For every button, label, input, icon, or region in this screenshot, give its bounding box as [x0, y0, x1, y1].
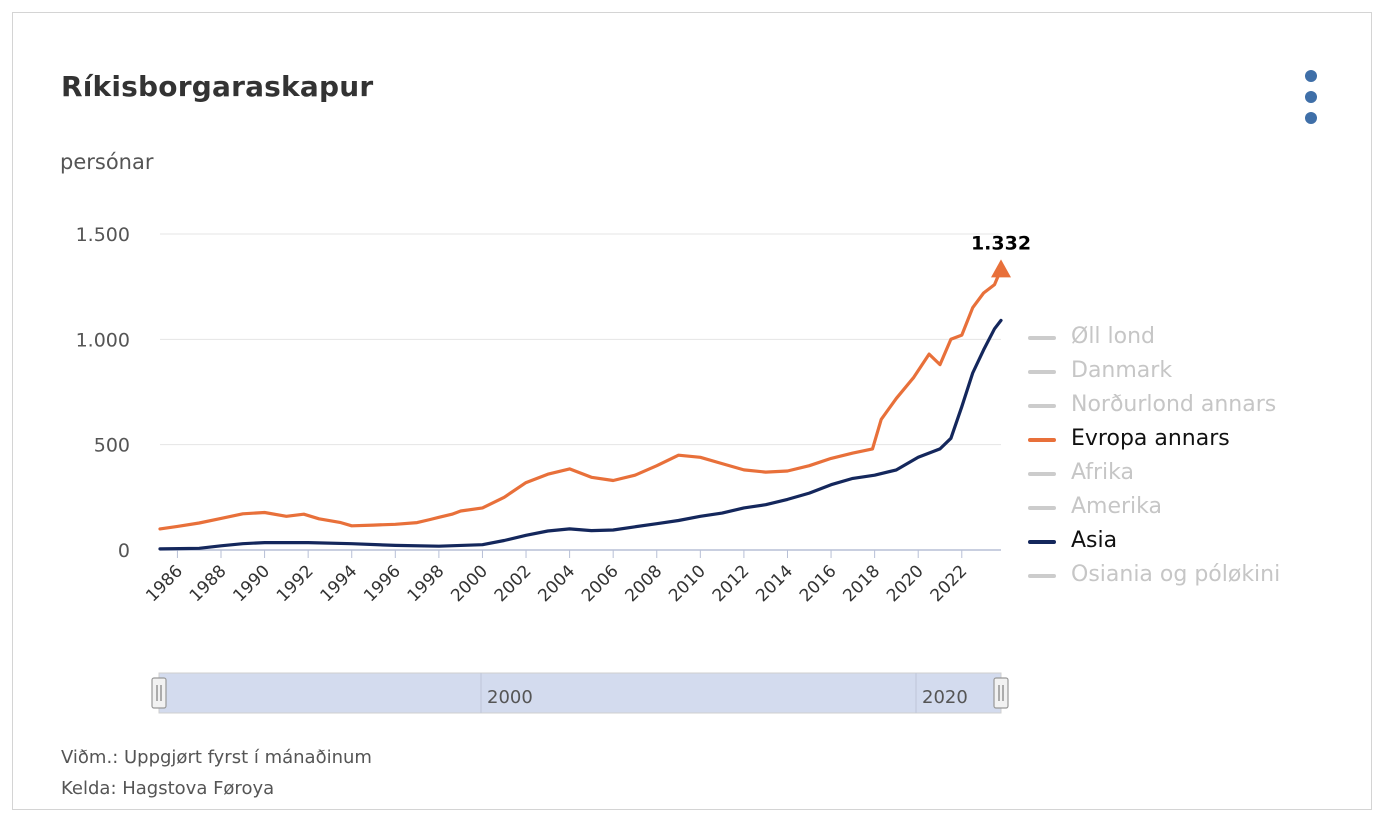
legend-label: Danmark [1071, 358, 1173, 383]
x-tick-label: 2000 [447, 561, 492, 606]
range-navigator[interactable]: 2000 2020 [151, 672, 1009, 714]
grip-handle-icon[interactable] [993, 677, 1009, 709]
legend-label: Norðurlond annars [1071, 392, 1277, 417]
legend-swatch [1028, 438, 1056, 442]
x-tick-label: 2014 [752, 561, 797, 606]
legend-label: Amerika [1071, 494, 1163, 519]
series-line-evropa-annars[interactable] [158, 267, 1003, 531]
x-tick-label: 2018 [839, 561, 884, 606]
footnote-source: Kelda: Hagstova Føroya [61, 778, 275, 799]
legend-label: Evropa annars [1071, 426, 1230, 451]
x-tick-label: 2002 [491, 561, 536, 606]
x-tick-label: 1986 [142, 561, 187, 606]
legend-swatch [1028, 472, 1056, 476]
end-marker: 1.332 [971, 232, 1031, 278]
footnote: Viðm.: Uppgjørt fyrst í mánaðinum Kelda:… [61, 742, 372, 804]
legend-swatch [1028, 404, 1056, 408]
x-tick-label: 1990 [229, 561, 274, 606]
chart-title: Ríkisborgaraskapur [61, 70, 374, 103]
y-tick-label: 1.000 [76, 329, 130, 351]
legend-swatch [1028, 336, 1056, 340]
footnote-note: Viðm.: Uppgjørt fyrst í mánaðinum [61, 747, 372, 768]
x-tick-label: 2016 [796, 561, 841, 606]
y-axis-ticks: 0 500 1.000 1.500 [76, 224, 130, 562]
y-tick-label: 0 [118, 540, 130, 562]
series-line-asia[interactable] [158, 318, 1003, 551]
triangle-up-icon [991, 259, 1011, 278]
x-tick-label: 2012 [709, 561, 754, 606]
x-tick-label: 2010 [665, 561, 710, 606]
series-lines [158, 267, 1003, 551]
x-tick-label: 1992 [273, 561, 318, 606]
legend-swatch [1028, 370, 1056, 374]
x-tick-label: 2008 [622, 561, 667, 606]
y-tick-label: 1.500 [76, 224, 130, 246]
navigator-label: 2000 [487, 687, 533, 708]
three-dots-vertical-icon [1305, 70, 1317, 82]
legend-swatch [1028, 574, 1056, 578]
x-tick-label: 1988 [186, 561, 231, 606]
grid-lines [160, 233, 1001, 551]
x-tick-label: 2022 [927, 561, 972, 606]
legend-label: Afrika [1071, 460, 1135, 485]
x-tick-label: 2020 [883, 561, 928, 606]
chart-menu-button[interactable] [1298, 56, 1324, 128]
x-tick-label: 1998 [404, 561, 449, 606]
navigator-label: 2020 [922, 687, 968, 708]
menu-dot [1305, 91, 1317, 103]
x-tick-label: 1994 [317, 561, 362, 606]
legend-label: Øll lond [1071, 324, 1156, 349]
legend-swatch [1028, 506, 1056, 510]
legend-label: Asia [1071, 528, 1118, 553]
grip-handle-icon[interactable] [151, 677, 167, 709]
menu-dot [1305, 112, 1317, 124]
x-axis-ticks: 1986198819901992199419961998200020022004… [142, 550, 971, 606]
legend-swatch [1028, 540, 1056, 544]
y-tick-label: 500 [94, 435, 130, 457]
x-tick-label: 1996 [360, 561, 405, 606]
legend-label: Osiania og póløkini [1071, 562, 1281, 587]
y-axis-label: persónar [60, 150, 154, 174]
x-tick-label: 2004 [534, 561, 579, 606]
x-tick-label: 2006 [578, 561, 623, 606]
end-value-label: 1.332 [971, 232, 1031, 254]
navigator-selection[interactable] [158, 672, 1002, 714]
